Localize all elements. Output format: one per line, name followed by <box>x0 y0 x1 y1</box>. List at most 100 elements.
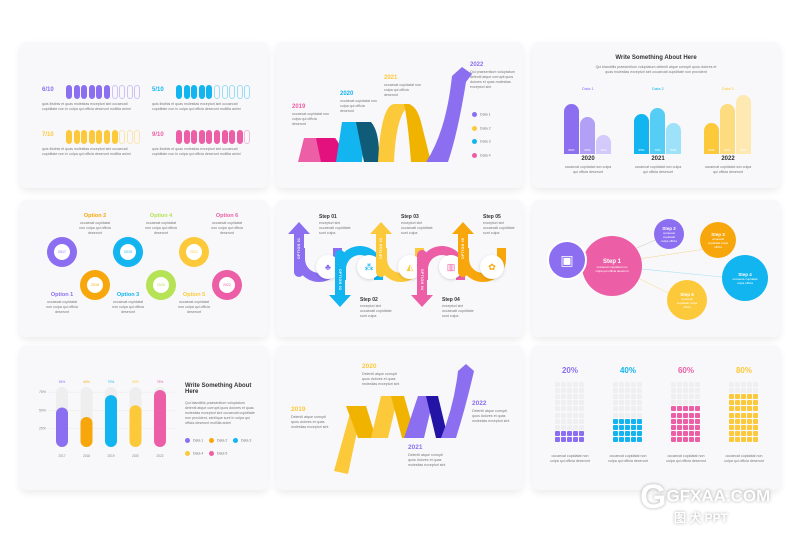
chart-title: Write Something About Here <box>185 383 252 395</box>
pill-filled <box>191 85 198 99</box>
waffle-cell-empty <box>618 381 624 387</box>
rating-desc: quis ilistinis et quas molestias exceptu… <box>42 102 131 111</box>
arrow-up: OPTION 01 <box>294 232 304 277</box>
pill-filled <box>191 130 198 144</box>
waffle-cell-empty <box>573 418 579 424</box>
network-icon: ⁂ <box>364 261 374 272</box>
waffle-cell-filled <box>554 431 560 437</box>
option-circle[interactable]: 2020 <box>146 270 176 300</box>
option-circle[interactable]: 2022 <box>212 270 242 300</box>
step-bubble[interactable]: Step 2 occaecat cupidatat culpa officia <box>654 219 684 249</box>
slide-title: Write Something About Here <box>615 55 697 61</box>
pill-empty <box>221 85 228 99</box>
waffle-cell-empty <box>566 406 572 412</box>
waffle-cell-filled <box>695 437 701 443</box>
slide-pill-chart[interactable]: 25% 50% 75% 55% 2017 40% 2018 70% 2019 55% 2020 78%… <box>20 346 268 490</box>
rating-label: 6/10 <box>42 87 54 93</box>
waffle-cell-filled <box>753 393 759 399</box>
waffle-cell-empty <box>624 381 630 387</box>
option-desc: occaecat cupidatat non culpa qui officia… <box>79 221 111 235</box>
step-label: Step 02 <box>360 297 378 303</box>
x-tick-label: 2018 <box>83 454 90 458</box>
slide-bubble-steps[interactable]: ▣ Step 1 occaecat cupidatat non culpa qui … <box>532 200 780 337</box>
waffle-cell-empty <box>670 381 676 387</box>
waffle-cell-empty <box>676 381 682 387</box>
waffle-cell-filled <box>740 400 746 406</box>
option-desc: occaecat cupidatat non culpa qui officia… <box>145 221 177 235</box>
ribbon-graphic <box>334 364 474 474</box>
waffle-cell-empty <box>618 387 624 393</box>
step-desc: occaecat cupidatat culpa officia <box>732 276 758 285</box>
pill-filled <box>236 130 243 144</box>
waffle-cell-empty <box>676 393 682 399</box>
waffle-cell-empty <box>554 381 560 387</box>
rating-pills <box>176 85 252 104</box>
option-label: Option 3 <box>116 292 140 298</box>
option-circle[interactable]: 2018 <box>80 270 110 300</box>
step-label: Step 2 <box>662 225 676 231</box>
waffle-grid <box>612 381 644 443</box>
waffle-cell-filled <box>624 424 630 430</box>
arrowhead <box>370 222 392 234</box>
step-bubble[interactable]: Step 1 occaecat cupidatat non culpa qui o… <box>582 236 642 296</box>
bar-value-label: 70% <box>108 380 115 384</box>
slide-ribbon-timeline[interactable]: 2019 occaecat cupidatat non culpa qui off… <box>276 42 523 188</box>
slide-steps-arrows[interactable]: OPTION 01 ♣ Step 01 excepturi sint occaecat… <box>276 200 523 337</box>
slide-options-timeline[interactable]: 2017 Option 1 occaecat cupidatat non culpa… <box>20 200 268 337</box>
waffle-cell-filled <box>695 412 701 418</box>
step-bubble[interactable]: Step 5 occaecat cupidatat culpa officia <box>667 280 707 320</box>
step-bubble[interactable]: Step 4 occaecat cupidatat culpa officia <box>722 255 768 301</box>
waffle-cell-empty <box>554 412 560 418</box>
waffle-cell-filled <box>740 393 746 399</box>
legend-item: Data 1 <box>185 438 203 443</box>
bar-value: 95% <box>740 147 747 152</box>
legend-dot <box>185 438 190 443</box>
year-desc: occaecat cupidatat non culpa qui officia… <box>384 83 421 97</box>
option-circle[interactable]: 2021 <box>179 237 209 267</box>
waffle-cell-filled <box>682 431 688 437</box>
pill-filled <box>198 85 205 99</box>
acorn-icon: ♣ <box>325 262 331 272</box>
arrow-down: OPTION 02 <box>335 250 345 295</box>
legend-label: Data 1 <box>193 438 204 443</box>
waffle-cell-empty <box>579 424 585 430</box>
percent-desc: occaecat cupidatat non culpa qui officia… <box>608 454 648 463</box>
pill-empty <box>126 130 133 144</box>
option-circle[interactable]: 2019 <box>113 237 143 267</box>
slide-waffle-percent[interactable]: 20% occaecat cupidatat non culpa qui offi… <box>532 346 780 490</box>
year-desc: Deleniti atque corrupti quos dolores et … <box>408 453 446 467</box>
x-tick-label: 2022 <box>156 454 163 458</box>
year-badge: 2017 <box>54 244 70 260</box>
waffle-cell-filled <box>747 400 753 406</box>
bar: 30% <box>596 135 611 154</box>
waffle-cell-filled <box>734 406 740 412</box>
waffle-cell-empty <box>573 400 579 406</box>
percent-label: 60% <box>677 366 694 375</box>
flower-icon: ✿ <box>488 261 496 272</box>
year-badge: 2022 <box>219 277 235 293</box>
slide-ribbon-timeline-2[interactable]: 2019 Deleniti atque corrupti quos dolores… <box>276 346 523 490</box>
legend-item: Data 5 <box>209 451 227 456</box>
waffle-cell-empty <box>612 387 618 393</box>
arrowhead <box>288 222 310 234</box>
bar <box>56 407 68 447</box>
waffle-cell-empty <box>560 381 566 387</box>
legend-label: Data 2 <box>480 125 491 130</box>
pill-filled <box>213 130 220 144</box>
slide-rating-pills[interactable]: 6/10 quis ilistinis et quas molestias exc… <box>20 42 268 188</box>
waffle-cell-filled <box>740 431 746 437</box>
year-desc: occaecat cupidatat non culpa qui officia… <box>704 165 752 174</box>
waffle-cell-filled <box>728 431 734 437</box>
legend-item: Data 1 <box>472 112 491 117</box>
waffle-cell-empty <box>695 393 701 399</box>
option-circle[interactable]: 2017 <box>47 237 77 267</box>
step-label: Step 4 <box>738 271 752 277</box>
year-label: 2021 <box>384 75 398 81</box>
option-year: 2018 <box>91 283 99 287</box>
waffle-cell-empty <box>689 381 695 387</box>
waffle-cell-empty <box>631 393 637 399</box>
step-bubble[interactable]: Step 3 occaecat cupidatat culpa officia <box>700 222 736 258</box>
slide-subtitle: Qui blanditiis praesentium voluptatum de… <box>595 65 717 74</box>
slide-grouped-bars[interactable]: Write Something About Here Qui blanditii… <box>532 42 780 188</box>
legend-label: Data 4 <box>193 451 204 456</box>
